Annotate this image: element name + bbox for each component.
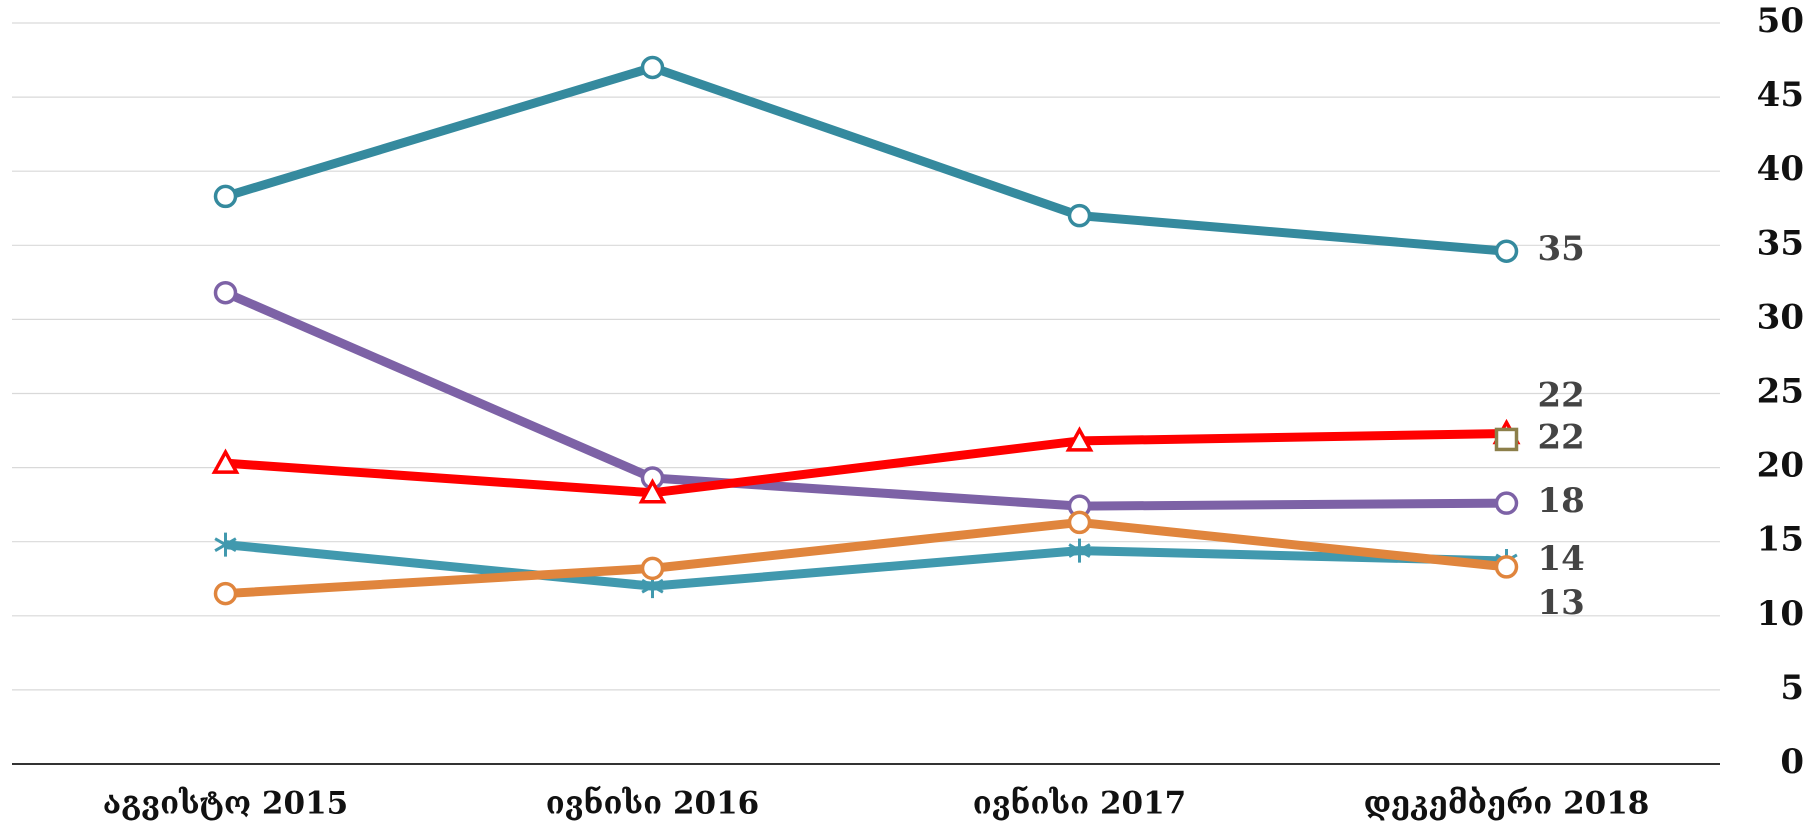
marker: [638, 478, 667, 504]
marker: [1067, 203, 1092, 228]
marker: [211, 448, 240, 474]
line: [225, 517, 1507, 599]
marker: [1494, 427, 1519, 452]
y-tick-label: 45: [1757, 75, 1804, 115]
data-label: 35: [1538, 229, 1585, 269]
data-label: 22: [1538, 417, 1585, 457]
marker: [1065, 426, 1094, 452]
marker: [1494, 239, 1519, 263]
x-tick-label: დეკემბერი 2018: [1364, 786, 1650, 822]
line: [225, 540, 1507, 591]
marker: [1494, 491, 1519, 515]
data-label: 13: [1538, 583, 1585, 623]
marker: [213, 280, 238, 305]
marker: [213, 184, 238, 209]
data-label: 14: [1538, 539, 1585, 579]
y-tick-label: 0: [1780, 742, 1804, 782]
y-tick-label: 10: [1757, 594, 1804, 634]
marker: [1068, 538, 1091, 563]
y-tick-label: 25: [1757, 372, 1804, 412]
x-tick-label: ივნისი 2017: [973, 786, 1187, 822]
line: [225, 429, 1507, 498]
marker: [1067, 510, 1092, 535]
data-label: 22: [1538, 376, 1585, 416]
data-label: 18: [1538, 481, 1585, 521]
y-tick-label: 5: [1780, 668, 1804, 708]
line: [223, 288, 1507, 511]
x-tick-label: ივნისი 2016: [546, 786, 760, 822]
y-tick-label: 50: [1757, 1, 1804, 41]
y-tick-label: 40: [1757, 149, 1804, 189]
x-tick-label: აგვისტო 2015: [103, 786, 348, 822]
line: [224, 62, 1507, 256]
marker: [213, 581, 238, 606]
y-tick-label: 30: [1757, 297, 1804, 337]
marker: [214, 532, 237, 557]
marker: [640, 55, 665, 80]
y-tick-label: 15: [1757, 520, 1804, 560]
marker: [1494, 555, 1519, 579]
y-tick-label: 20: [1757, 446, 1804, 486]
y-tick-label: 35: [1757, 223, 1804, 263]
marker: [640, 556, 665, 581]
